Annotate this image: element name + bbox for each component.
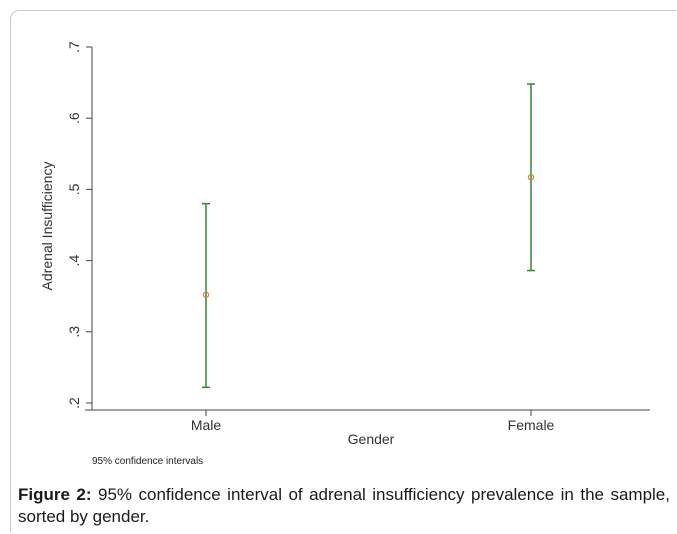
figure-caption: Figure 2: 95% confidence interval of adr…: [18, 484, 670, 528]
y-axis-label: Adrenal Insufficiency: [39, 162, 55, 291]
point-estimate-female: [527, 174, 535, 181]
y-tick-label: .2: [66, 397, 82, 409]
point-estimate-male: [202, 291, 210, 298]
confidence-note: 95% confidence intervals: [92, 456, 204, 467]
figure-frame: [10, 10, 676, 532]
caption-text: 95% confidence interval of adrenal insuf…: [18, 485, 670, 526]
y-tick-label: .5: [66, 183, 82, 195]
x-tick-label: Female: [508, 417, 555, 433]
x-axis-label: Gender: [348, 431, 395, 447]
y-tick-label: .6: [66, 112, 82, 124]
x-tick-label: Male: [191, 417, 222, 433]
y-tick-label: .3: [66, 326, 82, 338]
caption-label: Figure 2:: [18, 485, 92, 504]
y-tick-label: .4: [66, 255, 82, 267]
y-tick-label: .7: [66, 41, 82, 53]
